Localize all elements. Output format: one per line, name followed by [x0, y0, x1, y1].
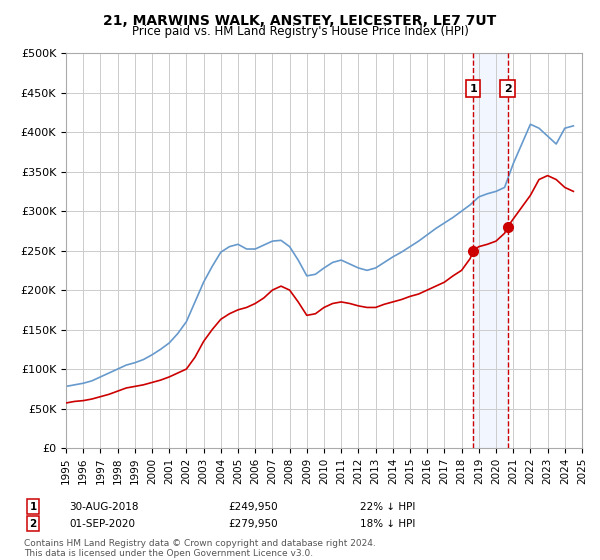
Text: 01-SEP-2020: 01-SEP-2020 — [69, 519, 135, 529]
Text: 2: 2 — [503, 84, 511, 94]
Text: 18% ↓ HPI: 18% ↓ HPI — [360, 519, 415, 529]
Text: £279,950: £279,950 — [228, 519, 278, 529]
Text: 21, MARWINS WALK, ANSTEY, LEICESTER, LE7 7UT: 21, MARWINS WALK, ANSTEY, LEICESTER, LE7… — [103, 14, 497, 28]
Text: Price paid vs. HM Land Registry's House Price Index (HPI): Price paid vs. HM Land Registry's House … — [131, 25, 469, 38]
Text: 22% ↓ HPI: 22% ↓ HPI — [360, 502, 415, 512]
Text: 30-AUG-2018: 30-AUG-2018 — [69, 502, 139, 512]
Bar — [473, 53, 508, 448]
Text: 2: 2 — [29, 519, 37, 529]
Text: Contains HM Land Registry data © Crown copyright and database right 2024.: Contains HM Land Registry data © Crown c… — [24, 539, 376, 548]
Text: 1: 1 — [469, 84, 477, 94]
Text: This data is licensed under the Open Government Licence v3.0.: This data is licensed under the Open Gov… — [24, 549, 313, 558]
Text: £249,950: £249,950 — [228, 502, 278, 512]
Text: 1: 1 — [29, 502, 37, 512]
